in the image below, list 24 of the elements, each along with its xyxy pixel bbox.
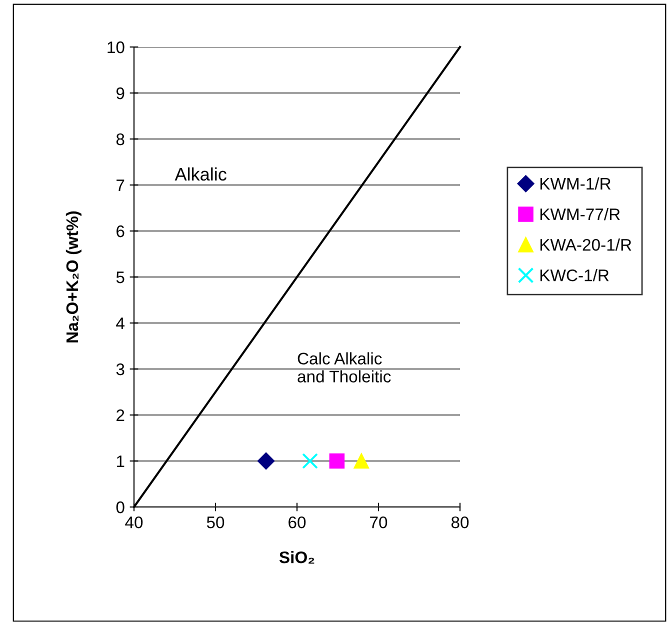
- y-tick-label: 0: [116, 501, 124, 514]
- legend-label: KWM-1/R: [540, 177, 611, 190]
- legend-label: KWM-77/R: [540, 208, 620, 220]
- y-tick-label: 9: [116, 87, 124, 100]
- y-tick-label: 10: [108, 41, 124, 54]
- legend-label: KWC-1/R: [540, 269, 609, 282]
- y-tick-label: 8: [116, 133, 124, 146]
- x-axis-title: SiO₂: [279, 551, 314, 564]
- annotation: Alkalic: [174, 167, 226, 181]
- x-tick-label: 70: [370, 516, 388, 528]
- y-tick-label: 2: [116, 409, 124, 422]
- y-tick-label: 3: [116, 363, 124, 376]
- y-axis-title: Na₂O+K₂O (wt%): [66, 211, 82, 342]
- y-tick-label: 4: [116, 318, 124, 330]
- y-tick-label: 6: [116, 225, 124, 238]
- x-tick-label: 40: [125, 516, 143, 528]
- x-tick-label: 60: [288, 516, 306, 528]
- legend-label: KWA-20-1/R: [540, 238, 632, 251]
- x-tick-label: 50: [206, 516, 224, 528]
- annotation: Calc Alkalic and Tholeitic: [298, 352, 391, 382]
- y-tick-label: 1: [116, 456, 124, 468]
- y-tick-label: 7: [116, 180, 124, 192]
- x-tick-label: 80: [451, 516, 469, 528]
- y-tick-label: 5: [116, 272, 124, 284]
